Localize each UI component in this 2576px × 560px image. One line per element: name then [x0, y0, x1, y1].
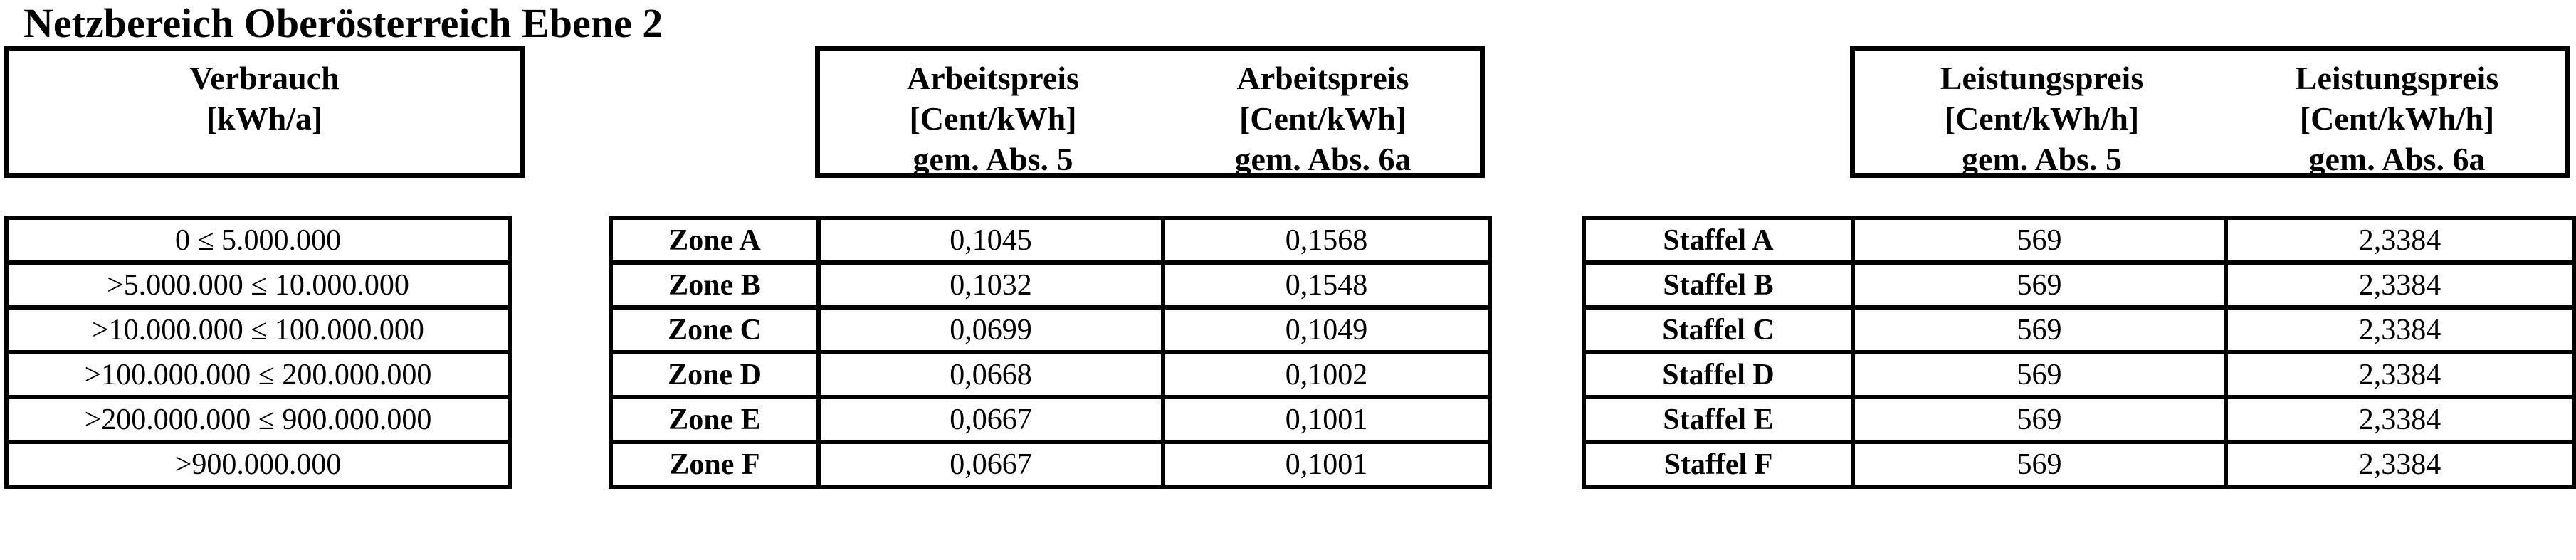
leistungspreis-table: Staffel A 569 2,3384 Staffel B 569 2,338…	[1582, 216, 2576, 489]
arbeitspreis-table: Zone A 0,1045 0,1568 Zone B 0,1032 0,154…	[609, 216, 1492, 489]
arbeitspreis-abs5-unit: [Cent/kWh]	[909, 100, 1077, 137]
leistungspreis-abs6a-cell: 2,3384	[2224, 350, 2576, 399]
table-row: >10.000.000 ≤ 100.000.000	[4, 305, 512, 354]
table-row: Staffel E 569 2,3384	[1582, 395, 2576, 444]
table-row: >100.000.000 ≤ 200.000.000	[4, 350, 512, 399]
table-row: Zone A 0,1045 0,1568	[609, 216, 1492, 265]
consumption-range-cell: >10.000.000 ≤ 100.000.000	[4, 305, 512, 354]
arbeitspreis-abs6a-cell: 0,1548	[1161, 260, 1492, 310]
table-row: Zone B 0,1032 0,1548	[609, 260, 1492, 310]
consumption-range-cell: >5.000.000 ≤ 10.000.000	[4, 260, 512, 310]
table-row: Zone C 0,0699 0,1049	[609, 305, 1492, 354]
table-row: 0 ≤ 5.000.000	[4, 216, 512, 265]
leistungspreis-abs5-cell: 569	[1851, 350, 2228, 399]
table-row: >200.000.000 ≤ 900.000.000	[4, 395, 512, 444]
leistungspreis-abs6a-cell: 2,3384	[2224, 395, 2576, 444]
table-row: >900.000.000	[4, 440, 512, 489]
arbeitspreis-abs5-cell: 0,0668	[816, 350, 1165, 399]
staffel-label-cell: Staffel C	[1582, 305, 1855, 354]
leistungspreis-abs5-cell: 569	[1851, 216, 2228, 265]
page-title: Netzbereich Oberösterreich Ebene 2	[23, 0, 663, 46]
leistungspreis-abs6a-cell: 2,3384	[2224, 440, 2576, 489]
leistungspreis-abs6a-header: Leistungspreis [Cent/kWh/h] gem. Abs. 6a	[2229, 58, 2565, 179]
zone-label-cell: Zone A	[609, 216, 821, 265]
leistungspreis-abs6a-cell: 2,3384	[2224, 260, 2576, 310]
arbeitspreis-abs5-header: Arbeitspreis [Cent/kWh] gem. Abs. 5	[820, 58, 1166, 179]
leistungspreis-abs6a-cell: 2,3384	[2224, 305, 2576, 354]
staffel-label-cell: Staffel A	[1582, 216, 1855, 265]
arbeitspreis-abs5-cell: 0,0699	[816, 305, 1165, 354]
zone-label-cell: Zone B	[609, 260, 821, 310]
arbeitspreis-abs6a-title: Arbeitspreis	[1236, 60, 1409, 96]
arbeitspreis-abs6a-cell: 0,1568	[1161, 216, 1492, 265]
consumption-range-cell: >200.000.000 ≤ 900.000.000	[4, 395, 512, 444]
consumption-header-unit: [kWh/a]	[206, 100, 323, 137]
arbeitspreis-abs6a-header: Arbeitspreis [Cent/kWh] gem. Abs. 6a	[1166, 58, 1480, 179]
staffel-label-cell: Staffel F	[1582, 440, 1855, 489]
arbeitspreis-abs5-cell: 0,0667	[816, 395, 1165, 444]
table-row: >5.000.000 ≤ 10.000.000	[4, 260, 512, 310]
table-row: Zone D 0,0668 0,1002	[609, 350, 1492, 399]
arbeitspreis-abs5-ref: gem. Abs. 5	[913, 141, 1073, 177]
zone-label-cell: Zone C	[609, 305, 821, 354]
leistungspreis-abs5-unit: [Cent/kWh/h]	[1944, 100, 2140, 137]
arbeitspreis-abs6a-cell: 0,1001	[1161, 395, 1492, 444]
arbeitspreis-abs6a-cell: 0,1002	[1161, 350, 1492, 399]
table-row: Zone F 0,0667 0,1001	[609, 440, 1492, 489]
staffel-label-cell: Staffel B	[1582, 260, 1855, 310]
zone-label-cell: Zone F	[609, 440, 821, 489]
consumption-table: 0 ≤ 5.000.000 >5.000.000 ≤ 10.000.000 >1…	[4, 216, 512, 489]
arbeitspreis-abs5-title: Arbeitspreis	[907, 60, 1079, 96]
table-row: Staffel C 569 2,3384	[1582, 305, 2576, 354]
leistungspreis-abs6a-cell: 2,3384	[2224, 216, 2576, 265]
leistungspreis-abs5-cell: 569	[1851, 395, 2228, 444]
arbeitspreis-header-box: Arbeitspreis [Cent/kWh] gem. Abs. 5 Arbe…	[815, 46, 1485, 178]
leistungspreis-abs5-ref: gem. Abs. 5	[1962, 141, 2122, 177]
arbeitspreis-abs5-cell: 0,0667	[816, 440, 1165, 489]
leistungspreis-abs5-cell: 569	[1851, 260, 2228, 310]
zone-label-cell: Zone E	[609, 395, 821, 444]
leistungspreis-abs5-header: Leistungspreis [Cent/kWh/h] gem. Abs. 5	[1855, 58, 2229, 179]
arbeitspreis-abs6a-cell: 0,1001	[1161, 440, 1492, 489]
staffel-label-cell: Staffel D	[1582, 350, 1855, 399]
consumption-header-title: Verbrauch	[189, 60, 340, 96]
leistungspreis-abs6a-ref: gem. Abs. 6a	[2308, 141, 2486, 177]
leistungspreis-header-box: Leistungspreis [Cent/kWh/h] gem. Abs. 5 …	[1850, 46, 2570, 178]
leistungspreis-abs5-cell: 569	[1851, 305, 2228, 354]
leistungspreis-abs6a-title: Leistungspreis	[2295, 60, 2499, 96]
consumption-range-cell: >100.000.000 ≤ 200.000.000	[4, 350, 512, 399]
table-row: Staffel F 569 2,3384	[1582, 440, 2576, 489]
consumption-header-box: Verbrauch [kWh/a]	[4, 46, 525, 178]
arbeitspreis-abs6a-unit: [Cent/kWh]	[1239, 100, 1407, 137]
arbeitspreis-abs6a-cell: 0,1049	[1161, 305, 1492, 354]
leistungspreis-abs5-cell: 569	[1851, 440, 2228, 489]
arbeitspreis-abs6a-ref: gem. Abs. 6a	[1234, 141, 1411, 177]
staffel-label-cell: Staffel E	[1582, 395, 1855, 444]
consumption-range-cell: >900.000.000	[4, 440, 512, 489]
table-row: Staffel B 569 2,3384	[1582, 260, 2576, 310]
leistungspreis-abs6a-unit: [Cent/kWh/h]	[2299, 100, 2495, 137]
table-row: Staffel D 569 2,3384	[1582, 350, 2576, 399]
leistungspreis-abs5-title: Leistungspreis	[1940, 60, 2144, 96]
consumption-header: Verbrauch [kWh/a]	[9, 58, 520, 139]
arbeitspreis-abs5-cell: 0,1045	[816, 216, 1165, 265]
arbeitspreis-abs5-cell: 0,1032	[816, 260, 1165, 310]
consumption-range-cell: 0 ≤ 5.000.000	[4, 216, 512, 265]
zone-label-cell: Zone D	[609, 350, 821, 399]
table-row: Zone E 0,0667 0,1001	[609, 395, 1492, 444]
table-row: Staffel A 569 2,3384	[1582, 216, 2576, 265]
